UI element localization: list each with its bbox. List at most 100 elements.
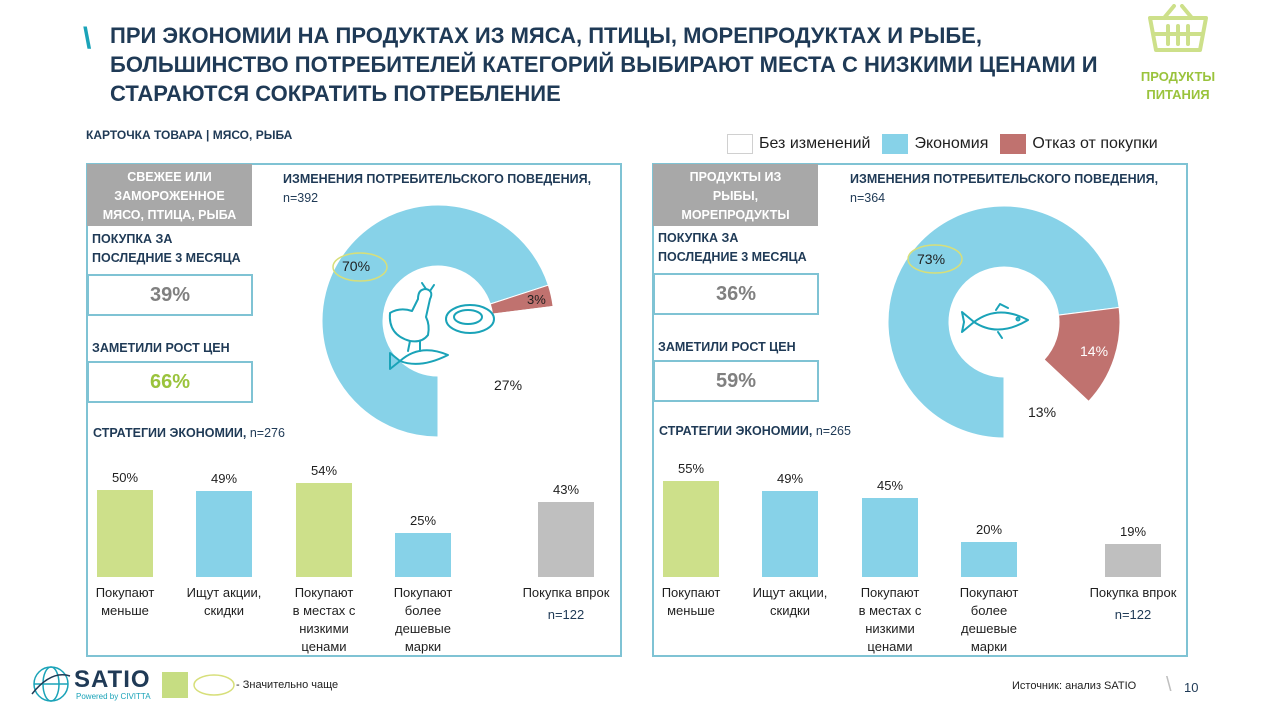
bar-value-label-3: 45%: [876, 478, 904, 494]
bar-2: [762, 491, 818, 577]
chart-legend: Без изменений Экономия Отказ от покупки: [727, 134, 1170, 154]
panel-1-purchase-label-line-1: ПОКУПКА ЗА: [92, 232, 173, 246]
bar-category-line: скидки: [204, 603, 244, 618]
panel-2-purchase-value: 36%: [653, 273, 819, 315]
panel-1-donut-chart: [322, 205, 554, 437]
panel-1-strategies-n: n=276: [249, 426, 285, 440]
panel-2-strategies-n: n=265: [815, 424, 851, 438]
panel-1-donut-slices: [322, 205, 554, 437]
page-number: 10: [1184, 680, 1199, 695]
bar-category-label-3: Покупают в местах с низкими ценами: [840, 584, 940, 656]
panel-2-pie-title: ИЗМЕНЕНИЯ ПОТРЕБИТЕЛЬСКОГО ПОВЕДЕНИЯ,: [850, 172, 1159, 186]
bar-category-line: Ищут акции,: [186, 585, 262, 600]
panel-1-pie-label-economy: 70%: [342, 258, 371, 274]
bar-value-label-4: 20%: [975, 522, 1003, 537]
panel-1-category-line-2: ЗАМОРОЖЕННОЕ: [114, 189, 225, 203]
bar-category-line: Покупают: [959, 585, 1019, 600]
bar-category-label-2: Ищут акции, скидки: [740, 584, 840, 620]
legend-item-economy: Экономия: [882, 134, 988, 154]
panel-1-category-box: СВЕЖЕЕ ИЛИ ЗАМОРОЖЕННОЕ МЯСО, ПТИЦА, РЫБ…: [87, 164, 252, 226]
panel-2-pie-label-economy: 73%: [917, 251, 946, 267]
bar-1: [97, 489, 153, 577]
legend-swatch-red: [1000, 134, 1027, 154]
bar-category-line: дешевые: [961, 621, 1017, 636]
panel-meat: [86, 163, 622, 657]
panel-1-pie-title: ИЗМЕНЕНИЯ ПОТРЕБИТЕЛЬСКОГО ПОВЕДЕНИЯ,: [283, 172, 592, 186]
globe-logo-icon: [31, 666, 71, 702]
source-note: Источник: анализ SATIO: [1012, 680, 1137, 692]
panel-2-purchase-label: ПОКУПКА ЗА ПОСЛЕДНИЕ 3 МЕСЯЦА: [658, 229, 807, 267]
bar-value-label-1: 55%: [677, 460, 705, 476]
bar-1: [663, 480, 719, 577]
panel-2-highlight-ellipse: [907, 244, 963, 274]
bar-category-label-2: Ищут акции, скидки: [174, 584, 274, 620]
bar-category-line: в местах с: [858, 603, 922, 618]
basket-icon: [1148, 4, 1208, 52]
bar-category-line: ценами: [867, 639, 913, 654]
panel-1-category-line-3: МЯСО, ПТИЦА, РЫБА: [102, 208, 237, 222]
panel-2-donut-slices: [888, 206, 1120, 438]
panel-2-donut-chart: [888, 206, 1120, 438]
legend-item-no-change: Без изменений: [727, 134, 870, 154]
panel-1-purchase-value: 39%: [87, 274, 253, 316]
panel-1-purchase-label: ПОКУПКА ЗА ПОСЛЕДНИЕ 3 МЕСЯЦА: [92, 230, 241, 268]
title-line-2: БОЛЬШИНСТВО ПОТРЕБИТЕЛЕЙ КАТЕГОРИЙ ВЫБИР…: [110, 52, 1098, 77]
panel-1-slice-no-change: [437, 305, 554, 437]
bar-category-line: Ищут акции,: [752, 585, 828, 600]
page-title: ПРИ ЭКОНОМИИ НА ПРОДУКТАХ ИЗ МЯСА, ПТИЦЫ…: [110, 21, 1130, 108]
bar-3: [862, 498, 918, 577]
panel-2-strategies-title: СТРАТЕГИИ ЭКОНОМИИ, n=265: [659, 424, 851, 438]
bar-category-line: марки: [970, 639, 1008, 654]
bar-category-line: низкими: [299, 621, 349, 636]
bar-category-line: Покупка впрок: [522, 585, 610, 600]
panel-2-category-box: ПРОДУКТЫ ИЗ РЫБЫ, МОРЕПРОДУКТЫ: [653, 164, 818, 226]
panel-2-price-value: 59%: [653, 360, 819, 402]
bar-category-label-1: Покупают меньше: [75, 584, 175, 620]
bar-value-label-3: 54%: [310, 462, 338, 478]
bar-4: [961, 542, 1017, 577]
panel-2-purchase-label-line-1: ПОКУПКА ЗА: [658, 231, 739, 245]
bar-category-line: меньше: [667, 603, 715, 618]
page-slash: \: [1166, 674, 1172, 696]
category-label: ПРОДУКТЫ ПИТАНИЯ: [1130, 68, 1226, 104]
title-line-3: СТАРАЮТСЯ СОКРАТИТЬ ПОТРЕБЛЕНИЕ: [110, 81, 561, 106]
panel-1-stock-n: n=122: [547, 607, 585, 622]
footer-legend-green-swatch: [162, 672, 188, 698]
panel-2-slice-economy: [888, 206, 1120, 438]
panel-1-category-line-1: СВЕЖЕЕ ИЛИ: [127, 170, 212, 184]
bar-category-label-4: Покупают более дешевые марки: [939, 584, 1039, 656]
bar-category-line: низкими: [865, 621, 915, 636]
bar-category-line: меньше: [101, 603, 149, 618]
subtitle: КАРТОЧКА ТОВАРА | МЯСО, РЫБА: [86, 128, 293, 142]
panel-1-pie-label-refuse: 3%: [527, 292, 546, 307]
logo: SATIO: [74, 666, 151, 693]
fish-icon: [961, 303, 1029, 339]
category-label-line-2: ПИТАНИЯ: [1146, 87, 1210, 102]
panel-1-strategies-label: СТРАТЕГИИ ЭКОНОМИИ,: [93, 426, 247, 440]
footer-legend-text: - Значительно чаще: [236, 679, 339, 691]
legend-label-economy: Экономия: [914, 135, 989, 152]
bar-category-line: более: [970, 603, 1008, 618]
panel-2-stock-n: n=122: [1114, 607, 1152, 622]
bar-value-label-2: 49%: [210, 471, 238, 487]
panel-2-strategies-label: СТРАТЕГИИ ЭКОНОМИИ,: [659, 424, 813, 438]
panel-1-pie-label-no-change: 27%: [494, 377, 523, 393]
panel-1-purchase-label-line-2: ПОСЛЕДНИЕ 3 МЕСЯЦА: [92, 251, 241, 265]
bar-value-label-2: 49%: [776, 471, 804, 487]
bar-category-line: Покупают: [393, 585, 453, 600]
bar-category-label-5: Покупка впрок: [1083, 584, 1183, 602]
logo-subtitle: Powered by CIVITTA: [76, 692, 151, 701]
legend-item-refuse: Отказ от покупки: [1000, 134, 1158, 154]
bar-category-line: Покупают: [661, 585, 721, 600]
bar-category-line: более: [404, 603, 442, 618]
panel-1-slice-economy: [322, 205, 549, 437]
bar-category-line: Покупают: [860, 585, 920, 600]
panel-1-pie-n: n=392: [283, 191, 319, 205]
bar-5: [538, 501, 594, 577]
bar-value-label-5: 43%: [552, 481, 580, 497]
meat-food-icon: [388, 282, 495, 370]
bar-category-label-5: Покупка впрок: [516, 584, 616, 602]
bar-category-label-1: Покупают меньше: [641, 584, 741, 620]
panel-2-pie-n: n=364: [850, 191, 886, 205]
panel-fish: [652, 163, 1188, 657]
